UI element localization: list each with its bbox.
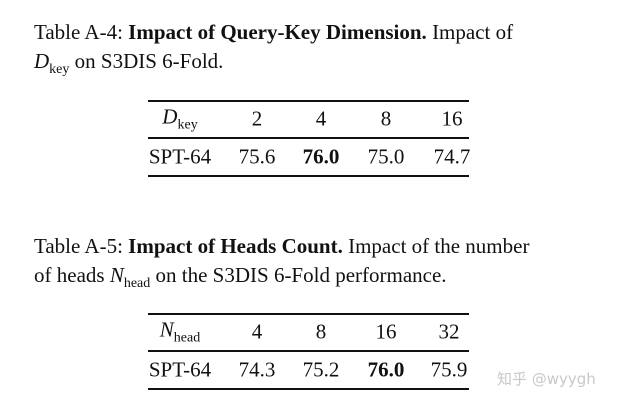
table-cell: 74.3 xyxy=(238,357,276,382)
watermark: 知乎 @wyygh xyxy=(497,370,596,388)
header-cell: 16 xyxy=(375,319,397,344)
subscript: key xyxy=(49,62,70,78)
header-cell: Nhead xyxy=(160,317,200,346)
subscript: head xyxy=(173,330,201,346)
caption: Table A-5: Impact of Heads Count. Impact… xyxy=(34,232,529,298)
table-cell: 74.7 xyxy=(433,144,471,169)
table-rule xyxy=(148,313,469,315)
caption-label: Table A-4: xyxy=(34,20,123,44)
table-cell: 76.0 xyxy=(302,144,340,169)
header-cell: 8 xyxy=(380,106,392,131)
caption-text: Impact of xyxy=(432,20,514,44)
header-cell: 8 xyxy=(315,319,327,344)
caption-text: on S3DIS 6-Fold. xyxy=(74,49,224,73)
symbol: D xyxy=(34,49,50,73)
table-cell: 75.2 xyxy=(302,357,340,382)
caption-label: Table A-5: xyxy=(34,234,123,258)
row-label: SPT-64 xyxy=(148,144,212,169)
header-cell: 16 xyxy=(441,106,463,131)
table-cell: 75.0 xyxy=(367,144,405,169)
header-cell: 4 xyxy=(251,319,263,344)
header-cell: Dkey xyxy=(162,104,197,133)
subscript: key xyxy=(177,117,198,133)
caption-title: Impact of Query-Key Dimension. xyxy=(128,20,427,44)
symbol: D xyxy=(162,104,178,129)
table-cell: 75.6 xyxy=(238,144,276,169)
header-cell: 32 xyxy=(438,319,460,344)
table-rule xyxy=(148,100,469,102)
table-rule xyxy=(148,137,469,139)
caption-title: Impact of Heads Count. xyxy=(128,234,343,258)
table-cell: 76.0 xyxy=(367,357,405,382)
caption-text: on the S3DIS 6-Fold performance. xyxy=(155,263,447,287)
table-rule xyxy=(148,175,469,177)
header-cell: 2 xyxy=(251,106,263,131)
header-cell: 4 xyxy=(315,106,327,131)
table-rule xyxy=(148,350,469,352)
symbol: N xyxy=(159,317,174,342)
symbol: N xyxy=(109,263,124,287)
row-label: SPT-64 xyxy=(148,357,212,382)
subscript: head xyxy=(123,276,151,292)
table-rule xyxy=(148,388,469,390)
caption-text: of heads xyxy=(34,263,105,287)
caption-text: Impact of the number xyxy=(348,234,530,258)
table-cell: 75.9 xyxy=(430,357,468,382)
caption: Table A-4: Impact of Query-Key Dimension… xyxy=(34,18,513,84)
